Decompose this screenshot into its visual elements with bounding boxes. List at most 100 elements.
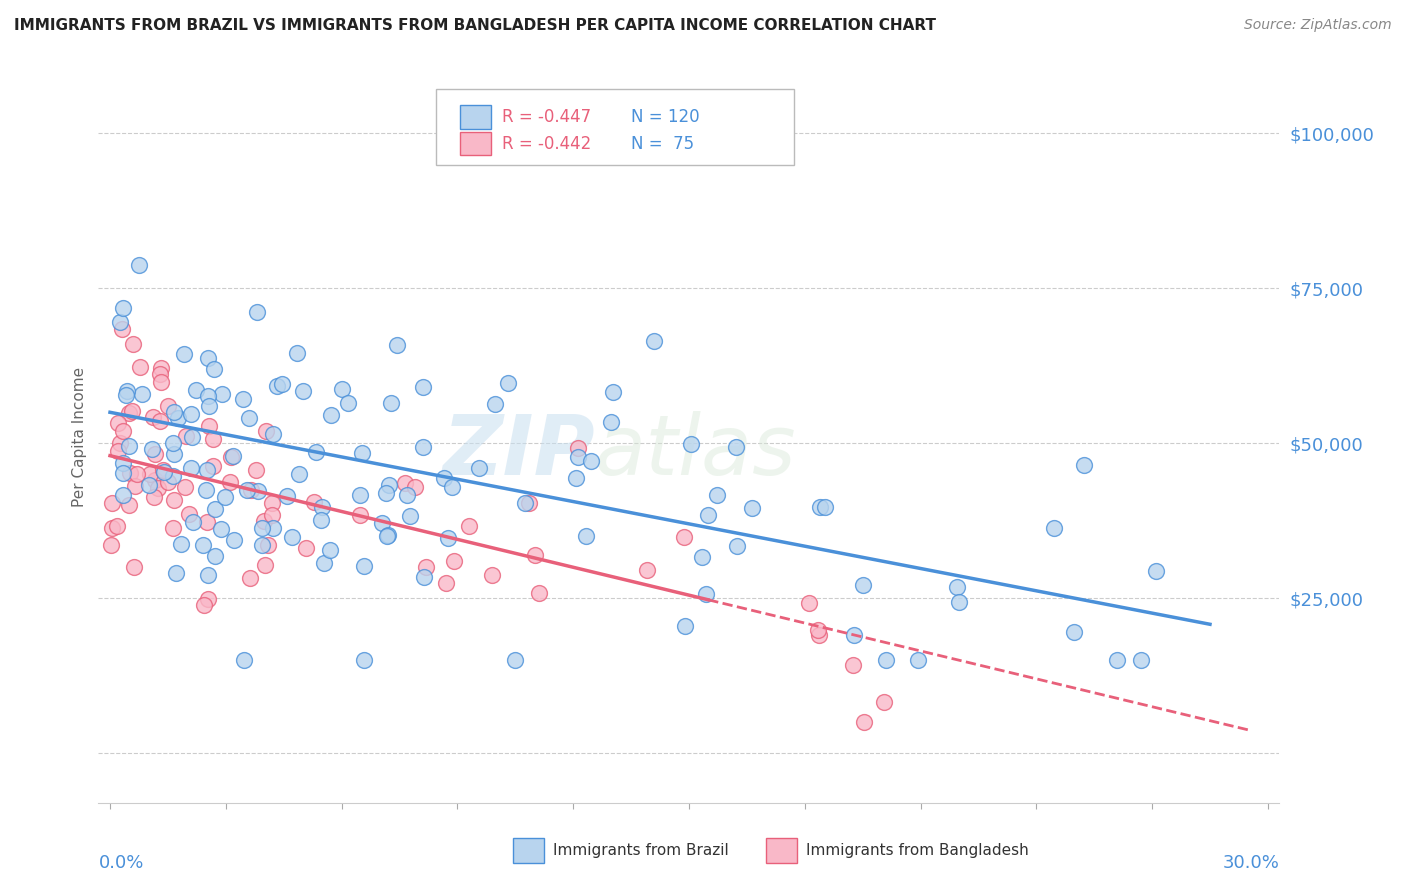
Point: [218, 475, 240, 490]
Point: [807, 623, 830, 637]
Point: [232, 653, 254, 667]
Point: [276, 489, 298, 503]
Point: [150, 360, 173, 375]
Point: [285, 346, 308, 360]
Point: [808, 500, 831, 514]
Point: [378, 478, 401, 492]
Text: Source: ZipAtlas.com: Source: ZipAtlas.com: [1244, 18, 1392, 32]
Point: [643, 334, 665, 349]
Point: [841, 658, 863, 673]
Point: [100, 538, 122, 552]
Point: [253, 558, 276, 573]
Point: [120, 466, 142, 480]
Point: [107, 444, 129, 458]
Point: [180, 407, 202, 421]
Point: [302, 494, 325, 508]
Text: 0.0%: 0.0%: [98, 854, 143, 872]
Point: [254, 425, 277, 439]
Point: [440, 480, 463, 494]
Point: [436, 531, 458, 545]
Point: [529, 586, 551, 600]
Point: [231, 392, 253, 407]
Point: [353, 558, 375, 573]
Point: [309, 513, 332, 527]
Point: [209, 522, 232, 536]
Point: [1107, 653, 1129, 667]
Point: [412, 380, 434, 394]
Text: ZIP: ZIP: [441, 411, 595, 492]
Point: [375, 485, 398, 500]
Point: [1130, 653, 1153, 667]
Point: [128, 258, 150, 272]
Point: [305, 444, 328, 458]
Point: [599, 415, 621, 429]
Point: [260, 508, 283, 522]
Point: [167, 410, 190, 425]
Point: [262, 521, 284, 535]
Point: [246, 483, 269, 498]
Point: [319, 542, 342, 557]
Point: [111, 488, 134, 502]
Point: [111, 424, 134, 438]
Point: [222, 449, 245, 463]
Point: [396, 487, 419, 501]
Point: [371, 516, 394, 530]
Point: [198, 399, 221, 413]
Point: [202, 459, 225, 474]
Point: [946, 580, 969, 594]
Point: [467, 461, 489, 475]
Point: [238, 410, 260, 425]
Text: N = 120: N = 120: [631, 108, 700, 126]
Point: [149, 414, 172, 428]
Point: [336, 396, 359, 410]
Point: [127, 467, 149, 481]
Point: [193, 538, 215, 552]
Text: Immigrants from Bangladesh: Immigrants from Bangladesh: [806, 844, 1028, 858]
Point: [162, 436, 184, 450]
Point: [725, 540, 748, 554]
Text: 30.0%: 30.0%: [1223, 854, 1279, 872]
Point: [852, 715, 875, 730]
Point: [197, 591, 219, 606]
Point: [195, 515, 218, 529]
Point: [246, 304, 269, 318]
Point: [288, 467, 311, 481]
Point: [394, 476, 416, 491]
Point: [695, 587, 717, 601]
Point: [141, 442, 163, 456]
Point: [139, 467, 162, 482]
Point: [412, 570, 434, 584]
Point: [118, 439, 141, 453]
Point: [1073, 458, 1095, 472]
Point: [524, 548, 547, 562]
Point: [349, 508, 371, 523]
Point: [349, 488, 371, 502]
Point: [105, 518, 128, 533]
Point: [115, 388, 138, 402]
Point: [152, 463, 174, 477]
Point: [149, 368, 172, 382]
Point: [270, 376, 292, 391]
Point: [235, 483, 257, 498]
Point: [101, 496, 124, 510]
Point: [797, 596, 820, 610]
Point: [143, 447, 166, 461]
Point: [184, 383, 207, 397]
Point: [404, 480, 426, 494]
Point: [262, 427, 284, 442]
Point: [741, 500, 763, 515]
Point: [851, 578, 873, 592]
Point: [245, 463, 267, 477]
Point: [948, 595, 970, 609]
Point: [193, 598, 215, 612]
Point: [108, 316, 131, 330]
Point: [163, 493, 186, 508]
Point: [180, 460, 202, 475]
Point: [636, 564, 658, 578]
Point: [122, 337, 145, 351]
Point: [250, 520, 273, 534]
Text: N =  75: N = 75: [631, 135, 695, 153]
Point: [118, 499, 141, 513]
Point: [256, 538, 278, 552]
Point: [181, 515, 204, 529]
